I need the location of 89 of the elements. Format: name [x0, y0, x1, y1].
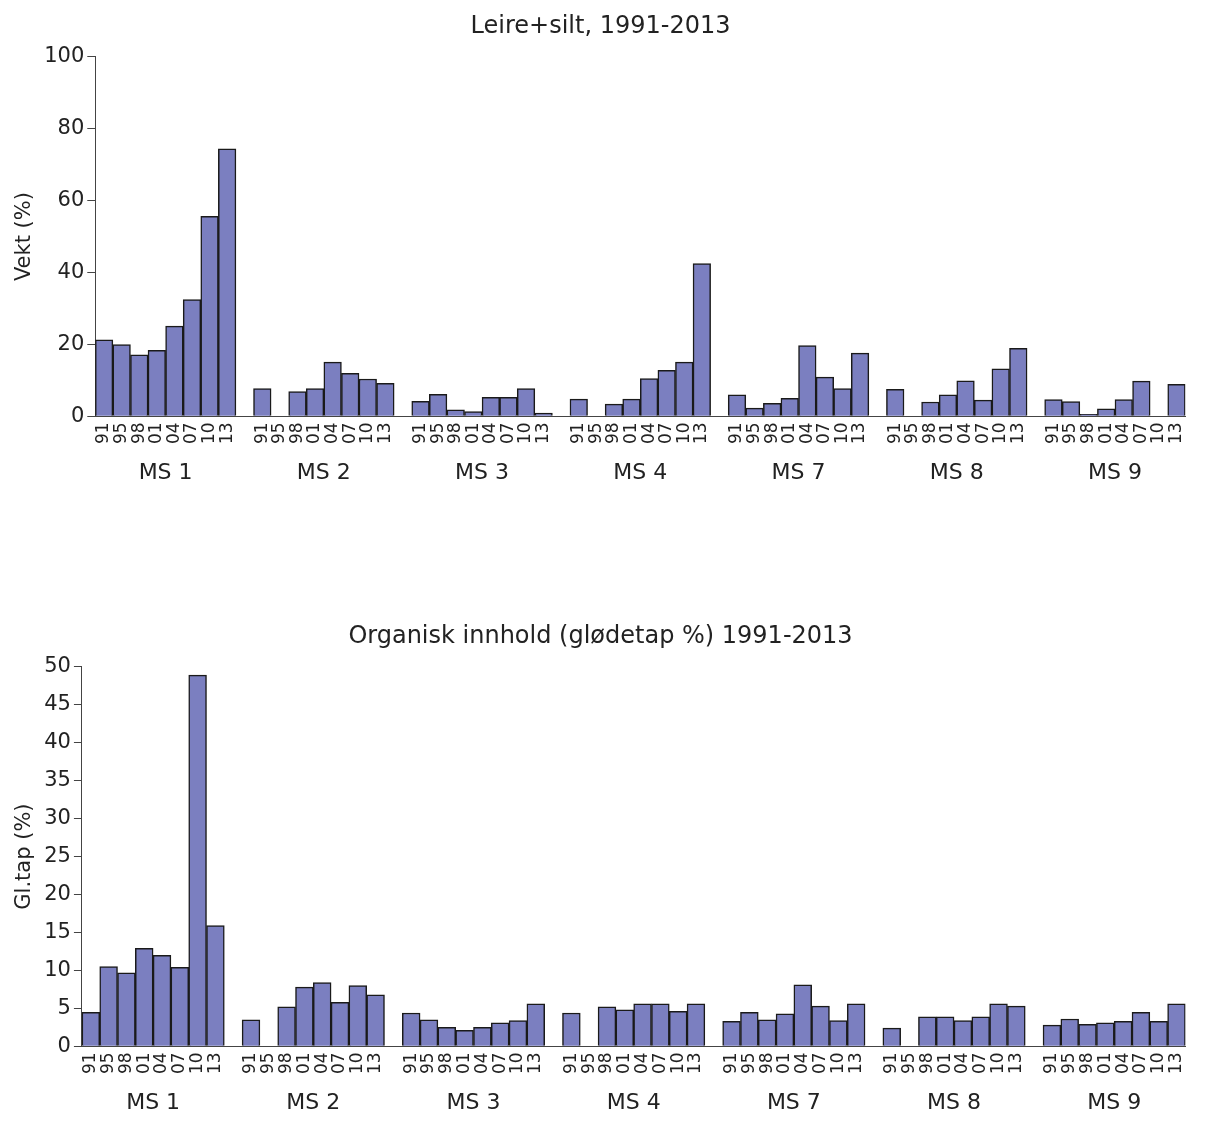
- text: MS 8: [929, 458, 984, 484]
- text: MS 1: [126, 1088, 181, 1114]
- x-tick-label: 04: [637, 422, 658, 445]
- x-tick-label: 13: [848, 422, 869, 445]
- x-tick-label: 10: [514, 422, 535, 445]
- x-tick-label: 01: [303, 422, 324, 445]
- y-tick-label: 5: [57, 994, 71, 1019]
- x-tick-label: 13: [524, 1052, 545, 1075]
- x-tick-label: 95: [257, 1052, 278, 1075]
- y-tick-label: 50: [44, 653, 71, 678]
- x-tick-label: 13: [844, 1052, 865, 1075]
- text: MS 4: [606, 1088, 661, 1114]
- y-tick-label: 40: [57, 258, 85, 283]
- x-tick-label: 91: [250, 422, 271, 445]
- x-tick-label: 13: [532, 422, 553, 445]
- y-tick-label: 40: [44, 729, 71, 754]
- x-tick-label: 04: [310, 1052, 331, 1075]
- text: MS 4: [613, 458, 668, 484]
- x-tick-label: 07: [971, 422, 992, 445]
- y-tick-label: 60: [57, 187, 85, 212]
- y-tick-label: 35: [44, 767, 71, 792]
- x-tick-label: 10: [826, 1052, 847, 1075]
- text: MS 7: [771, 458, 826, 484]
- y-axis-title: Vekt (%): [11, 192, 36, 282]
- x-tick-label: 13: [684, 1052, 705, 1075]
- text: MS 3: [455, 458, 510, 484]
- x-tick-label: 07: [648, 1052, 669, 1075]
- x-tick-label: 91: [1040, 1052, 1061, 1075]
- x-tick-label: 13: [1004, 1052, 1025, 1075]
- text: MS 7: [766, 1088, 821, 1114]
- y-tick-label: 100: [44, 43, 85, 68]
- text: MS 2: [296, 458, 351, 484]
- x-tick-label: 91: [883, 422, 904, 445]
- x-tick-label: 07: [488, 1052, 509, 1075]
- y-tick-label: 0: [70, 402, 85, 427]
- x-tick-label: 07: [328, 1052, 349, 1075]
- x-tick-label: 01: [1093, 1052, 1114, 1075]
- y-axis-title: Gl.tap (%): [11, 803, 36, 910]
- x-tick-label: 13: [364, 1052, 385, 1075]
- text: MS 9: [1087, 1088, 1142, 1114]
- text: MS 8: [927, 1088, 982, 1114]
- y-tick-label: 15: [44, 918, 71, 943]
- y-tick-label: 0: [57, 1032, 71, 1057]
- text: MS 9: [1088, 458, 1142, 484]
- x-tick-label: 01: [773, 1052, 794, 1075]
- x-tick-label: 10: [666, 1052, 687, 1075]
- x-tick-label: 07: [168, 1052, 189, 1075]
- y-tick-label: 30: [44, 805, 71, 830]
- x-tick-label: 98: [435, 1052, 456, 1075]
- x-tick-label: 91: [79, 1052, 100, 1075]
- chart-title: Organisk innhold (glødetap %) 1991-2013: [348, 620, 853, 649]
- x-tick-label: 10: [346, 1052, 367, 1075]
- x-tick-label: 91: [399, 1052, 420, 1075]
- y-tick-label: 25: [44, 843, 71, 868]
- x-tick-label: 10: [506, 1052, 527, 1075]
- x-tick-label: 91: [725, 422, 746, 445]
- x-tick-label: 95: [577, 1052, 598, 1075]
- text: MS 3: [446, 1088, 501, 1114]
- y-tick-label: 45: [44, 691, 71, 716]
- x-tick-label: 98: [755, 1052, 776, 1075]
- x-tick-label: 95: [1059, 422, 1080, 445]
- x-tick-label: 91: [559, 1052, 580, 1075]
- x-tick-label: 07: [1129, 1052, 1150, 1075]
- x-tick-label: 91: [1041, 422, 1062, 445]
- x-tick-label: 91: [719, 1052, 740, 1075]
- x-tick-label: 91: [92, 422, 113, 445]
- chart-title: Leire+silt, 1991-2013: [470, 10, 731, 39]
- x-tick-label: 98: [595, 1052, 616, 1075]
- x-tick-label: 91: [408, 422, 429, 445]
- x-tick-label: 91: [239, 1052, 260, 1075]
- x-tick-label: 95: [426, 422, 447, 445]
- x-tick-label: 01: [132, 1052, 153, 1075]
- x-tick-label: 98: [915, 1052, 936, 1075]
- x-tick-label: 98: [760, 422, 781, 445]
- x-tick-label: 95: [737, 1052, 758, 1075]
- y-tick-label: 10: [44, 956, 71, 981]
- x-tick-label: 04: [150, 1052, 171, 1075]
- x-tick-label: 04: [1111, 1052, 1132, 1075]
- y-tick-label: 20: [44, 880, 71, 905]
- text: MS 1: [138, 458, 193, 484]
- text: MS 2: [286, 1088, 341, 1114]
- x-tick-label: 13: [215, 422, 236, 445]
- x-tick-label: 13: [690, 422, 711, 445]
- x-tick-label: 04: [951, 1052, 972, 1075]
- x-tick-label: 95: [743, 422, 763, 445]
- x-tick-label: 01: [933, 1052, 954, 1075]
- x-tick-label: 95: [417, 1052, 438, 1075]
- y-tick-label: 20: [57, 330, 85, 355]
- y-tick-label: 80: [57, 115, 85, 140]
